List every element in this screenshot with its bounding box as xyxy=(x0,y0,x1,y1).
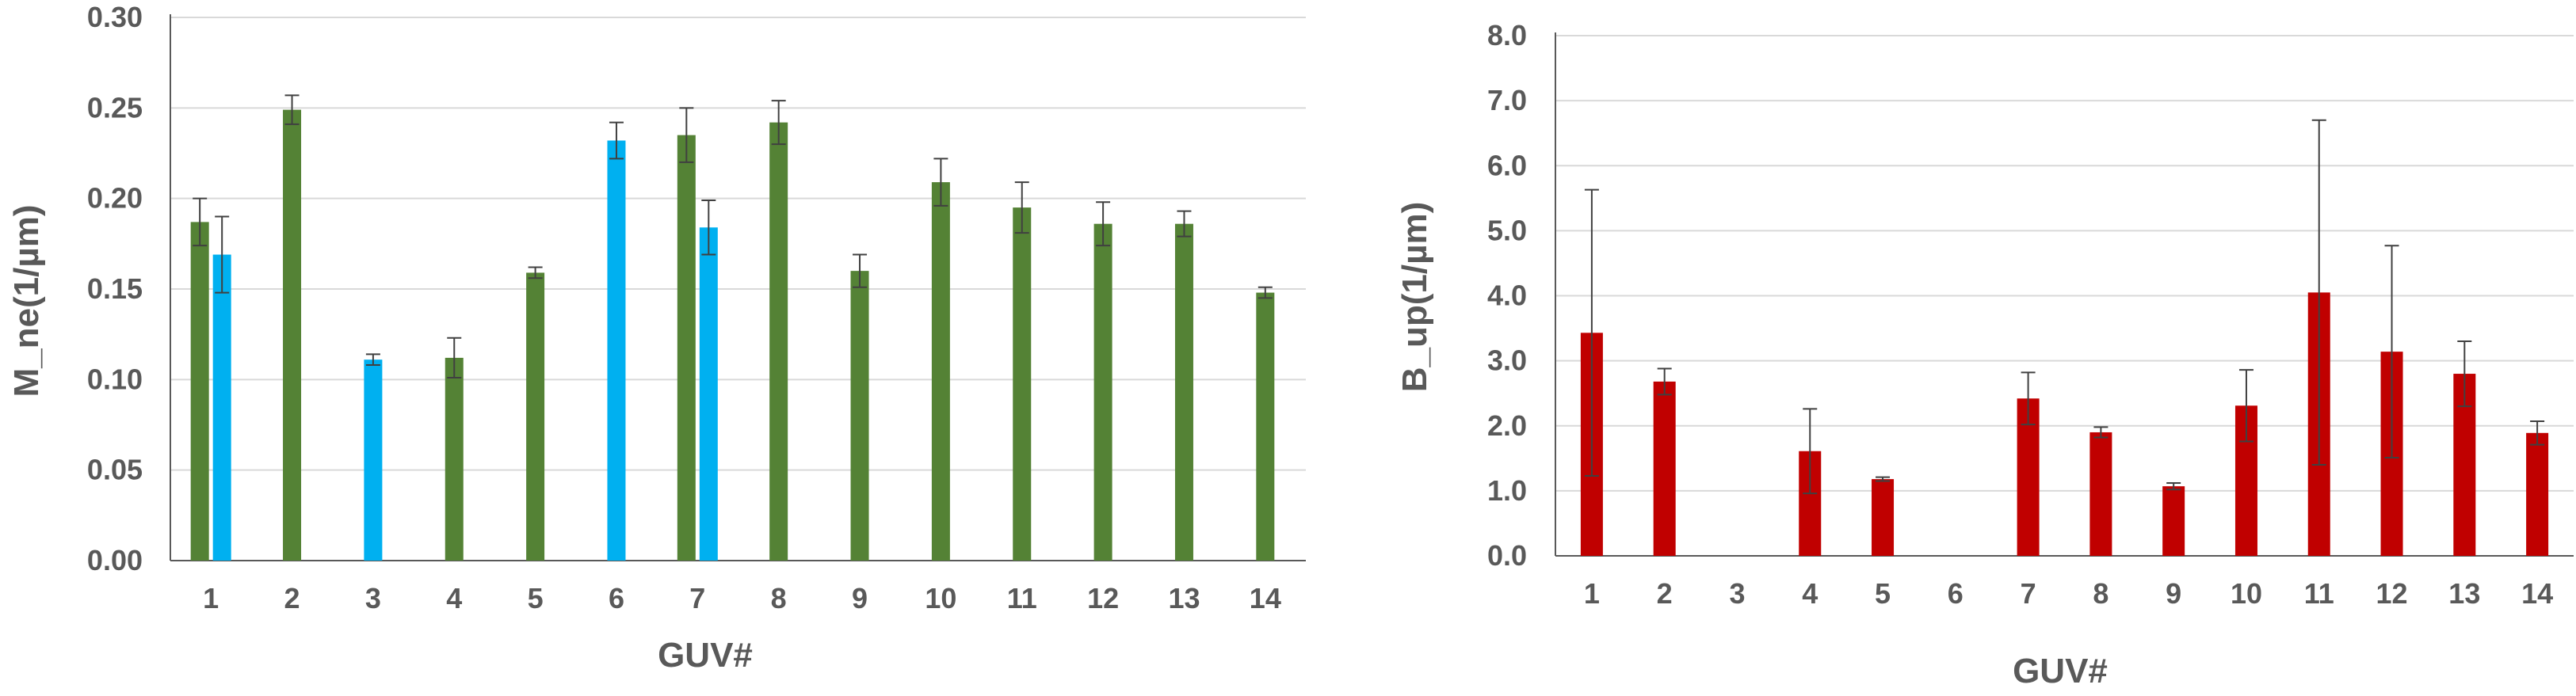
x-axis-title: GUV# xyxy=(658,636,753,675)
bar xyxy=(526,272,545,561)
bar xyxy=(931,182,950,561)
bar xyxy=(2162,486,2185,556)
x-tick-label: 9 xyxy=(852,582,868,614)
x-tick-label: 5 xyxy=(528,582,544,614)
x-tick-label: 6 xyxy=(609,582,624,614)
x-tick-label: 13 xyxy=(2448,577,2480,610)
x-tick-label: 1 xyxy=(203,582,219,614)
y-tick-label: 6.0 xyxy=(1487,149,1527,181)
x-tick-label: 10 xyxy=(2231,577,2262,610)
y-tick-label: 0.25 xyxy=(87,91,143,124)
y-tick-label: 0.30 xyxy=(87,1,143,33)
y-axis-title: M_ne(1/µm) xyxy=(7,205,46,397)
y-tick-label: 4.0 xyxy=(1487,280,1527,312)
x-tick-label: 11 xyxy=(1007,582,1037,614)
y-tick-label: 0.0 xyxy=(1487,539,1527,572)
x-tick-label: 2 xyxy=(284,582,300,614)
x-tick-label: 3 xyxy=(365,582,381,614)
x-tick-label: 13 xyxy=(1168,582,1200,614)
y-tick-label: 8.0 xyxy=(1487,19,1527,51)
y-tick-label: 5.0 xyxy=(1487,214,1527,246)
x-tick-label: 6 xyxy=(1948,577,1963,610)
y-tick-label: 0.10 xyxy=(87,363,143,395)
bar xyxy=(1872,479,1895,556)
bar xyxy=(212,254,231,561)
x-tick-label: 8 xyxy=(2093,577,2109,610)
y-tick-label: 7.0 xyxy=(1487,84,1527,116)
x-tick-label: 4 xyxy=(446,582,462,614)
x-tick-label: 10 xyxy=(925,582,956,614)
chart-m-ne: 0.000.050.100.150.200.250.301 2 3 4 5 6 7 8 9 10 1… xyxy=(7,1,1306,675)
y-tick-label: 1.0 xyxy=(1487,474,1527,507)
bar xyxy=(699,227,718,561)
bar xyxy=(364,359,383,561)
bar xyxy=(445,357,464,561)
bar xyxy=(1653,381,1676,556)
x-tick-label: 4 xyxy=(1802,577,1818,610)
y-tick-label: 3.0 xyxy=(1487,344,1527,377)
y-tick-label: 0.15 xyxy=(87,272,143,305)
x-tick-label: 11 xyxy=(2304,577,2334,610)
x-axis-title: GUV# xyxy=(2013,652,2108,690)
bar xyxy=(769,122,788,561)
bar xyxy=(2526,432,2549,556)
chart-b-up: 0.01.02.03.04.05.06.07.08.01 2 3 4 5 6 7 8 9 10 11… xyxy=(1395,19,2574,690)
x-tick-label: 14 xyxy=(2521,577,2553,610)
x-tick-label: 9 xyxy=(2166,577,2181,610)
bar xyxy=(1093,223,1112,561)
x-tick-label: 8 xyxy=(771,582,787,614)
y-tick-label: 0.20 xyxy=(87,182,143,215)
x-tick-label: 2 xyxy=(1657,577,1673,610)
bar xyxy=(1013,207,1032,561)
bar xyxy=(1256,292,1275,561)
x-tick-label: 7 xyxy=(689,582,705,614)
x-tick-label: 3 xyxy=(1729,577,1745,610)
y-tick-label: 0.00 xyxy=(87,544,143,576)
bar xyxy=(677,135,696,561)
y-tick-label: 0.05 xyxy=(87,454,143,486)
bar xyxy=(190,222,209,561)
x-tick-label: 12 xyxy=(1087,582,1119,614)
bar xyxy=(1174,223,1193,561)
bar xyxy=(850,271,869,561)
bar xyxy=(607,140,626,561)
x-tick-label: 14 xyxy=(1250,582,1281,614)
bar xyxy=(2089,432,2112,556)
y-tick-label: 2.0 xyxy=(1487,409,1527,442)
x-tick-label: 7 xyxy=(2021,577,2036,610)
x-tick-label: 12 xyxy=(2376,577,2408,610)
x-tick-label: 5 xyxy=(1875,577,1891,610)
y-axis-title: B_up(1/µm) xyxy=(1395,202,1434,392)
bar xyxy=(283,109,302,561)
x-tick-label: 1 xyxy=(1584,577,1600,610)
